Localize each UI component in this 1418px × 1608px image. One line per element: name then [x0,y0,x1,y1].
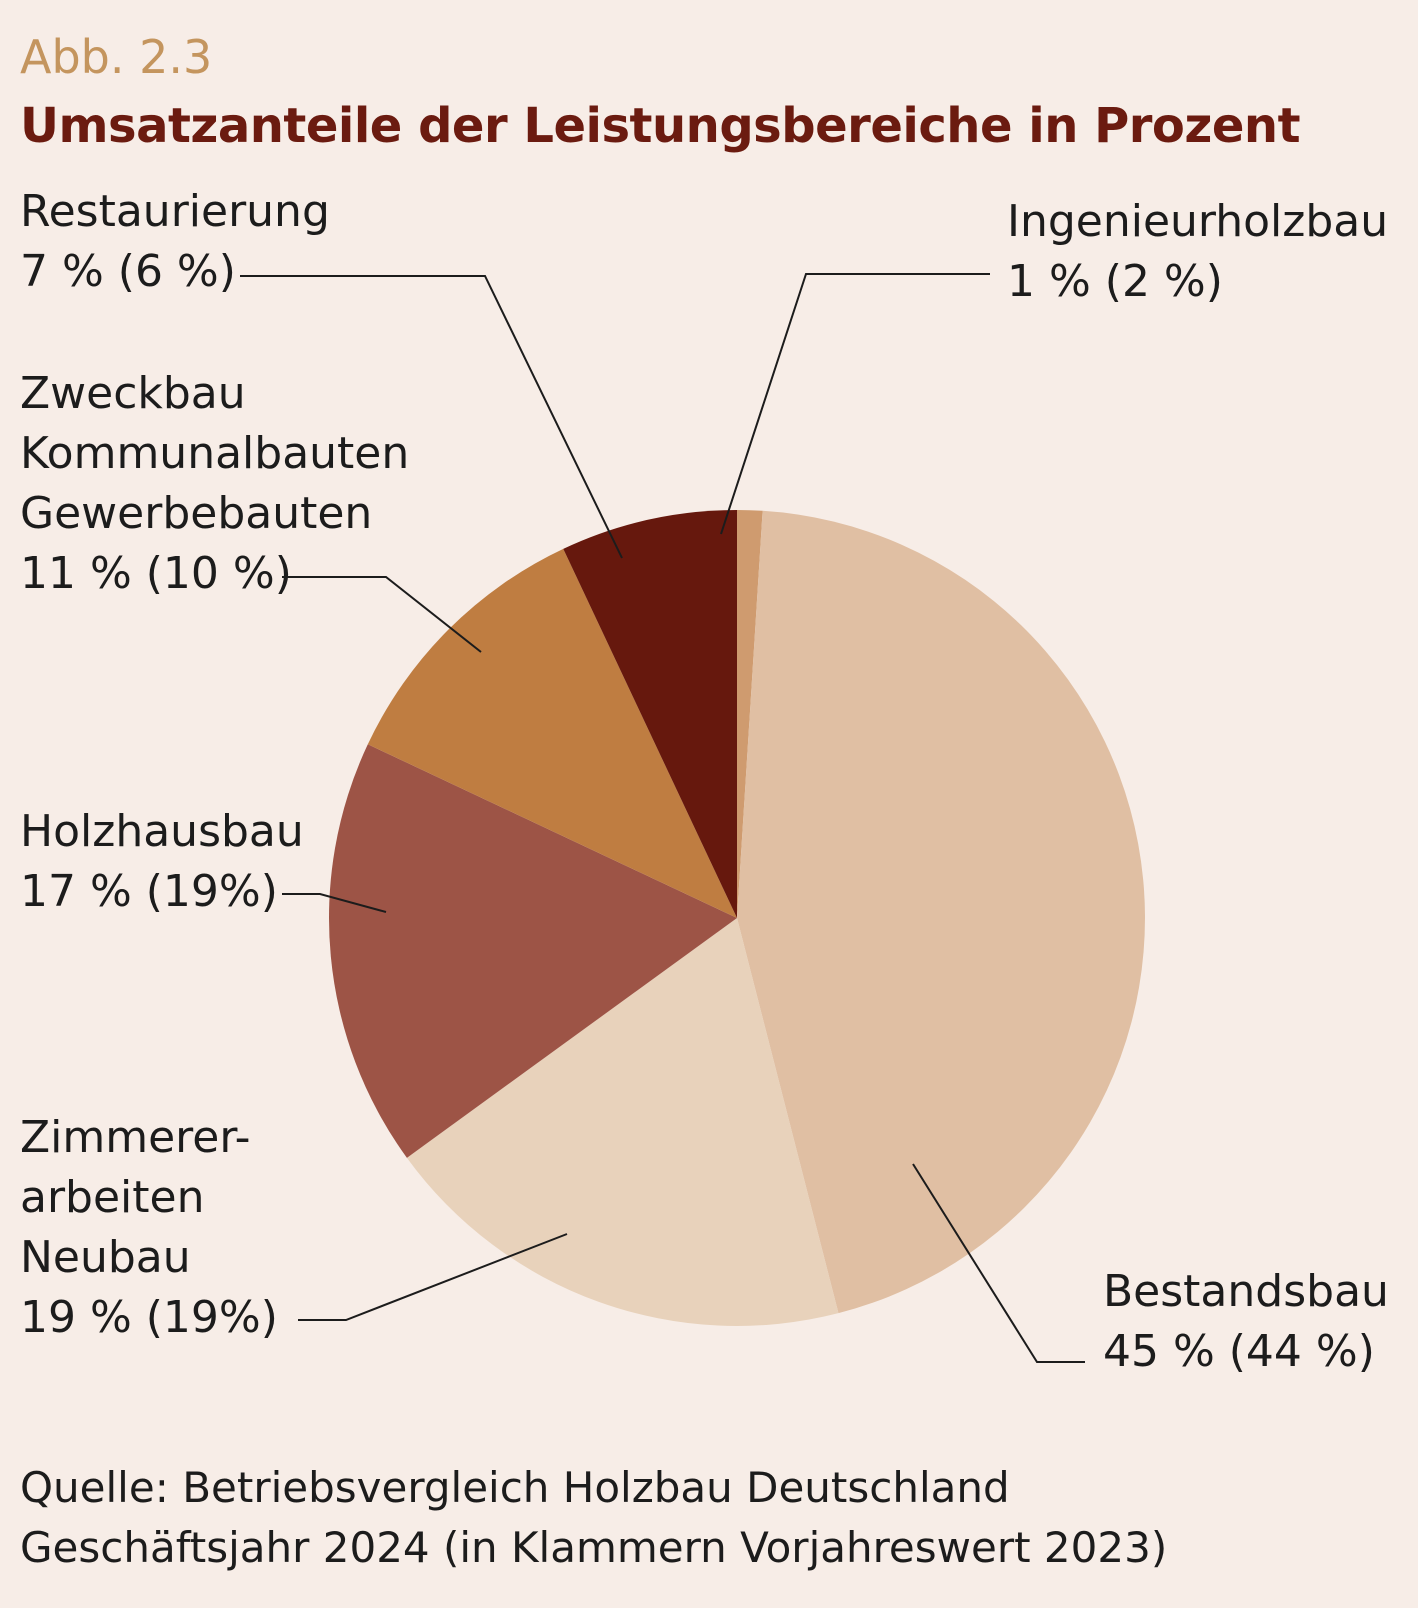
source-note: Quelle: Betriebsvergleich Holzbau Deutsc… [20,1458,1167,1578]
label-ingenieurholzbau: Ingenieurholzbau 1 % (2 %) [1007,192,1388,312]
label-zimmerer-name2: arbeiten [20,1172,205,1223]
pie-slices [328,510,1145,1327]
label-zweckbau: Zweckbau Kommunalbauten Gewerbebauten 11… [20,364,409,604]
label-holzhausbau-name: Holzhausbau [20,806,304,857]
label-bestandsbau-value: 45 % (44 %) [1103,1326,1375,1377]
pie-slice-zimmererarbeiten-neubau [406,918,839,1327]
label-zweckbau-name1: Zweckbau [20,368,246,419]
pie-slice-restaurierung [563,510,737,918]
label-holzhausbau: Holzhausbau 17 % (19%) [20,802,304,922]
leader-line-holzhausbau [282,893,387,913]
pie-slice-bestandsbau [737,510,1145,1314]
label-restaurierung-name: Restaurierung [20,186,330,237]
leader-line-zweckbau [282,576,482,653]
label-zweckbau-name2: Kommunalbauten [20,428,410,479]
pie-slice-holzhausbau [328,744,737,1158]
figure-number: Abb. 2.3 [20,30,213,84]
leader-line-ingenieurholzbau [720,273,990,535]
label-zweckbau-name3: Gewerbebauten [20,488,373,539]
label-zweckbau-value: 11 % (10 %) [20,548,292,599]
label-bestandsbau: Bestandsbau 45 % (44 %) [1103,1262,1389,1382]
label-ingenieurholzbau-name: Ingenieurholzbau [1007,196,1389,247]
label-bestandsbau-name: Bestandsbau [1103,1266,1389,1317]
leader-line-bestandsbau [912,1163,1085,1363]
leader-line-restaurierung [240,275,623,559]
pie-slice-ingenieurholzbau [737,510,763,918]
label-restaurierung: Restaurierung 7 % (6 %) [20,182,330,302]
label-zimmerer-value: 19 % (19%) [20,1292,278,1343]
source-line-2: Geschäftsjahr 2024 (in Klammern Vorjahre… [20,1523,1168,1572]
pie-slice-zweckbau-kommunalbauten-gewerbebauten [367,548,737,918]
label-ingenieurholzbau-value: 1 % (2 %) [1007,256,1223,307]
label-zimmerer-name1: Zimmerer- [20,1112,251,1163]
source-line-1: Quelle: Betriebsvergleich Holzbau Deutsc… [20,1463,1010,1512]
chart-title: Umsatzanteile der Leistungsbereiche in P… [20,98,1301,154]
leader-line-zimmerer [298,1233,568,1321]
label-restaurierung-value: 7 % (6 %) [20,246,236,297]
label-holzhausbau-value: 17 % (19%) [20,866,278,917]
leader-lines [240,273,1085,1363]
label-zimmerer: Zimmerer- arbeiten Neubau 19 % (19%) [20,1108,278,1348]
label-zimmerer-name3: Neubau [20,1232,191,1283]
